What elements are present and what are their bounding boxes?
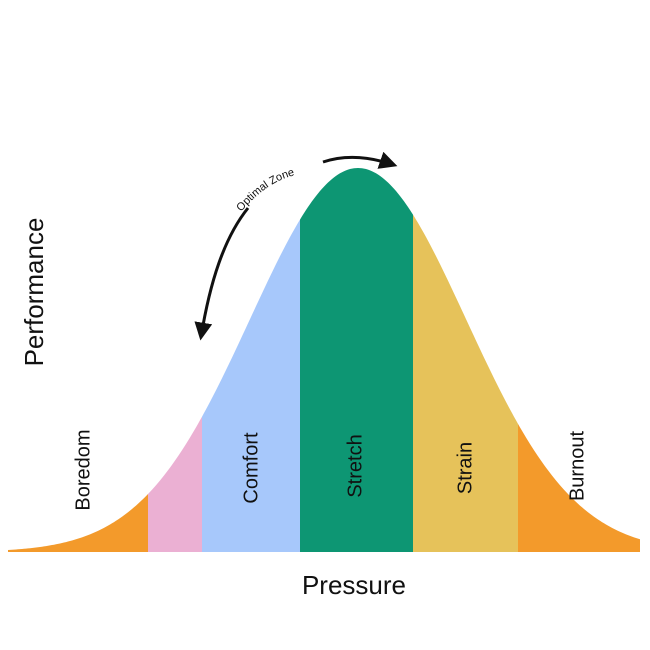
zone-label-comfort: Comfort: [240, 432, 262, 504]
x-axis-label: Pressure: [302, 570, 406, 600]
zone-label-burnout: Burnout: [566, 431, 588, 501]
zone-label-strain: Strain: [454, 442, 476, 494]
y-axis-label: Performance: [19, 218, 49, 367]
zone-label-stretch: Stretch: [344, 434, 366, 497]
optimal-zone-label: Optimal Zone: [234, 167, 295, 214]
optimal-zone-left-arrow: [194, 207, 250, 341]
zone-bands: [8, 168, 640, 552]
optimal-zone-right-arrow: [322, 151, 398, 169]
zone-band-pink: [148, 168, 202, 552]
zone-band-stretch: [300, 168, 413, 552]
zone-label-boredom: Boredom: [72, 429, 94, 510]
